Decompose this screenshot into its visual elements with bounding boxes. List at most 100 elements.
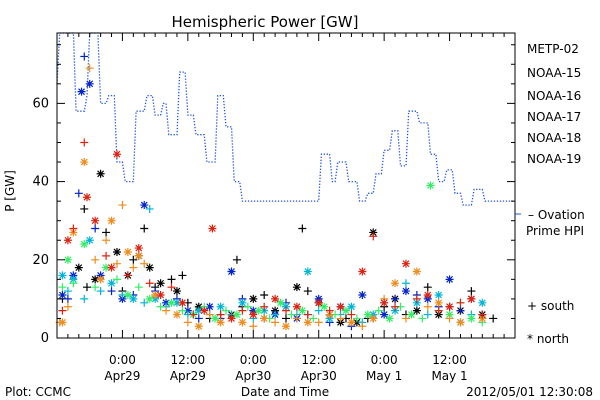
data-point-metp-02: [172, 287, 181, 296]
data-point-metp-02: [91, 275, 100, 284]
data-point-noaa-17: [58, 283, 67, 292]
data-point-noaa-17: [418, 314, 427, 323]
data-point-noaa-15: [80, 52, 89, 61]
data-point-noaa-15: [358, 290, 367, 299]
data-point-noaa-18: [107, 216, 116, 225]
data-point-noaa-19: [314, 298, 323, 307]
data-point-noaa-19: [478, 310, 487, 319]
data-point-noaa-18: [358, 322, 367, 331]
data-point-metp-02: [282, 314, 290, 323]
data-point-noaa-19: [423, 290, 432, 299]
series-noaa-19: [58, 138, 487, 323]
data-point-noaa-17: [363, 310, 372, 319]
data-point-noaa-15: [58, 290, 67, 299]
data-point-noaa-16: [434, 290, 443, 299]
data-point-noaa-17: [123, 290, 132, 299]
data-point-noaa-19: [434, 306, 443, 315]
data-point-noaa-16: [423, 310, 432, 319]
data-point-noaa-17: [426, 181, 435, 190]
data-point-noaa-16: [63, 287, 72, 296]
data-point-noaa-17: [385, 314, 394, 323]
data-point-noaa-19: [456, 298, 465, 307]
data-point-noaa-18: [112, 259, 121, 268]
data-point-noaa-17: [341, 306, 350, 315]
data-point-noaa-18: [80, 158, 89, 167]
y-tick-label: 0: [41, 331, 49, 346]
data-point-noaa-18: [172, 310, 181, 319]
data-point-noaa-19: [145, 279, 154, 288]
legend-noaa-16: NOAA-16: [527, 89, 581, 103]
data-point-noaa-18: [303, 318, 312, 327]
legend-ovation-line1: – Ovation: [528, 208, 585, 222]
data-points-layer: [55, 52, 498, 331]
data-point-noaa-18: [434, 298, 443, 307]
data-point-noaa-18: [183, 318, 192, 327]
x-tick-date-label: Apr29: [170, 369, 206, 383]
ovation-series-layer: [56, 32, 515, 206]
data-point-noaa-18: [102, 236, 111, 245]
data-point-noaa-18: [63, 302, 72, 311]
legend-noaa-17: NOAA-17: [527, 110, 581, 124]
data-point-noaa-19: [271, 294, 280, 303]
data-point-metp-02: [249, 294, 258, 303]
data-point-noaa-19: [369, 232, 378, 241]
data-point-noaa-19: [380, 298, 389, 307]
data-point-noaa-18: [336, 314, 345, 323]
data-point-noaa-16: [85, 236, 94, 245]
data-point-noaa-18: [205, 310, 214, 319]
data-point-metp-02: [145, 263, 154, 272]
data-point-noaa-18: [134, 251, 143, 260]
data-point-noaa-16: [58, 271, 67, 280]
data-point-noaa-17: [352, 314, 361, 323]
legend-north-symbol: * north: [527, 332, 569, 346]
data-point-noaa-15: [391, 294, 400, 303]
legend-noaa-15: NOAA-15: [527, 66, 581, 80]
data-point-noaa-19: [82, 193, 91, 202]
data-point-metp-02: [412, 306, 421, 315]
data-point-noaa-17: [254, 306, 263, 315]
x-tick-time-label: 0:00: [371, 353, 398, 367]
data-point-noaa-19: [227, 314, 236, 323]
data-point-noaa-15: [445, 275, 454, 284]
data-point-noaa-18: [194, 322, 203, 331]
data-point-noaa-18: [123, 247, 132, 256]
data-point-noaa-16: [216, 302, 225, 311]
data-point-noaa-19: [391, 302, 400, 311]
series-noaa-18: [55, 64, 487, 331]
data-point-noaa-19: [80, 138, 89, 147]
data-point-noaa-17: [407, 310, 416, 319]
data-point-noaa-19: [412, 294, 421, 303]
plot-timestamp: 2012/05/01 12:30:08: [466, 385, 593, 399]
data-point-noaa-19: [358, 267, 367, 276]
legend-south-symbol: + south: [527, 299, 574, 313]
y-tick-label: 40: [32, 175, 49, 190]
x-tick-time-label: 12:00: [171, 353, 206, 367]
data-point-noaa-15: [380, 310, 389, 319]
data-point-noaa-18: [140, 259, 149, 268]
data-point-noaa-19: [58, 306, 67, 315]
data-point-noaa-16: [80, 294, 89, 303]
data-point-noaa-18: [271, 318, 280, 327]
data-point-noaa-16: [303, 267, 312, 276]
data-point-noaa-16: [271, 310, 280, 319]
data-point-noaa-16: [401, 279, 410, 288]
data-point-noaa-17: [91, 283, 100, 292]
data-point-noaa-19: [208, 224, 217, 233]
data-point-noaa-17: [232, 310, 241, 319]
data-point-noaa-19: [102, 251, 111, 260]
data-point-noaa-19: [189, 310, 198, 319]
data-point-noaa-18: [456, 318, 465, 327]
data-point-metp-02: [140, 224, 149, 233]
data-point-noaa-17: [80, 240, 89, 249]
x-tick-date-label: Apr30: [235, 369, 271, 383]
x-tick-date-label: May 1: [366, 369, 402, 383]
data-point-noaa-17: [309, 314, 318, 323]
data-point-noaa-17: [167, 298, 176, 307]
data-point-noaa-19: [260, 302, 269, 311]
data-point-noaa-17: [178, 306, 187, 315]
data-point-noaa-17: [145, 294, 154, 303]
data-point-noaa-19: [112, 150, 121, 159]
data-point-noaa-17: [374, 306, 383, 315]
data-point-noaa-18: [96, 275, 105, 284]
data-point-noaa-19: [107, 263, 116, 272]
